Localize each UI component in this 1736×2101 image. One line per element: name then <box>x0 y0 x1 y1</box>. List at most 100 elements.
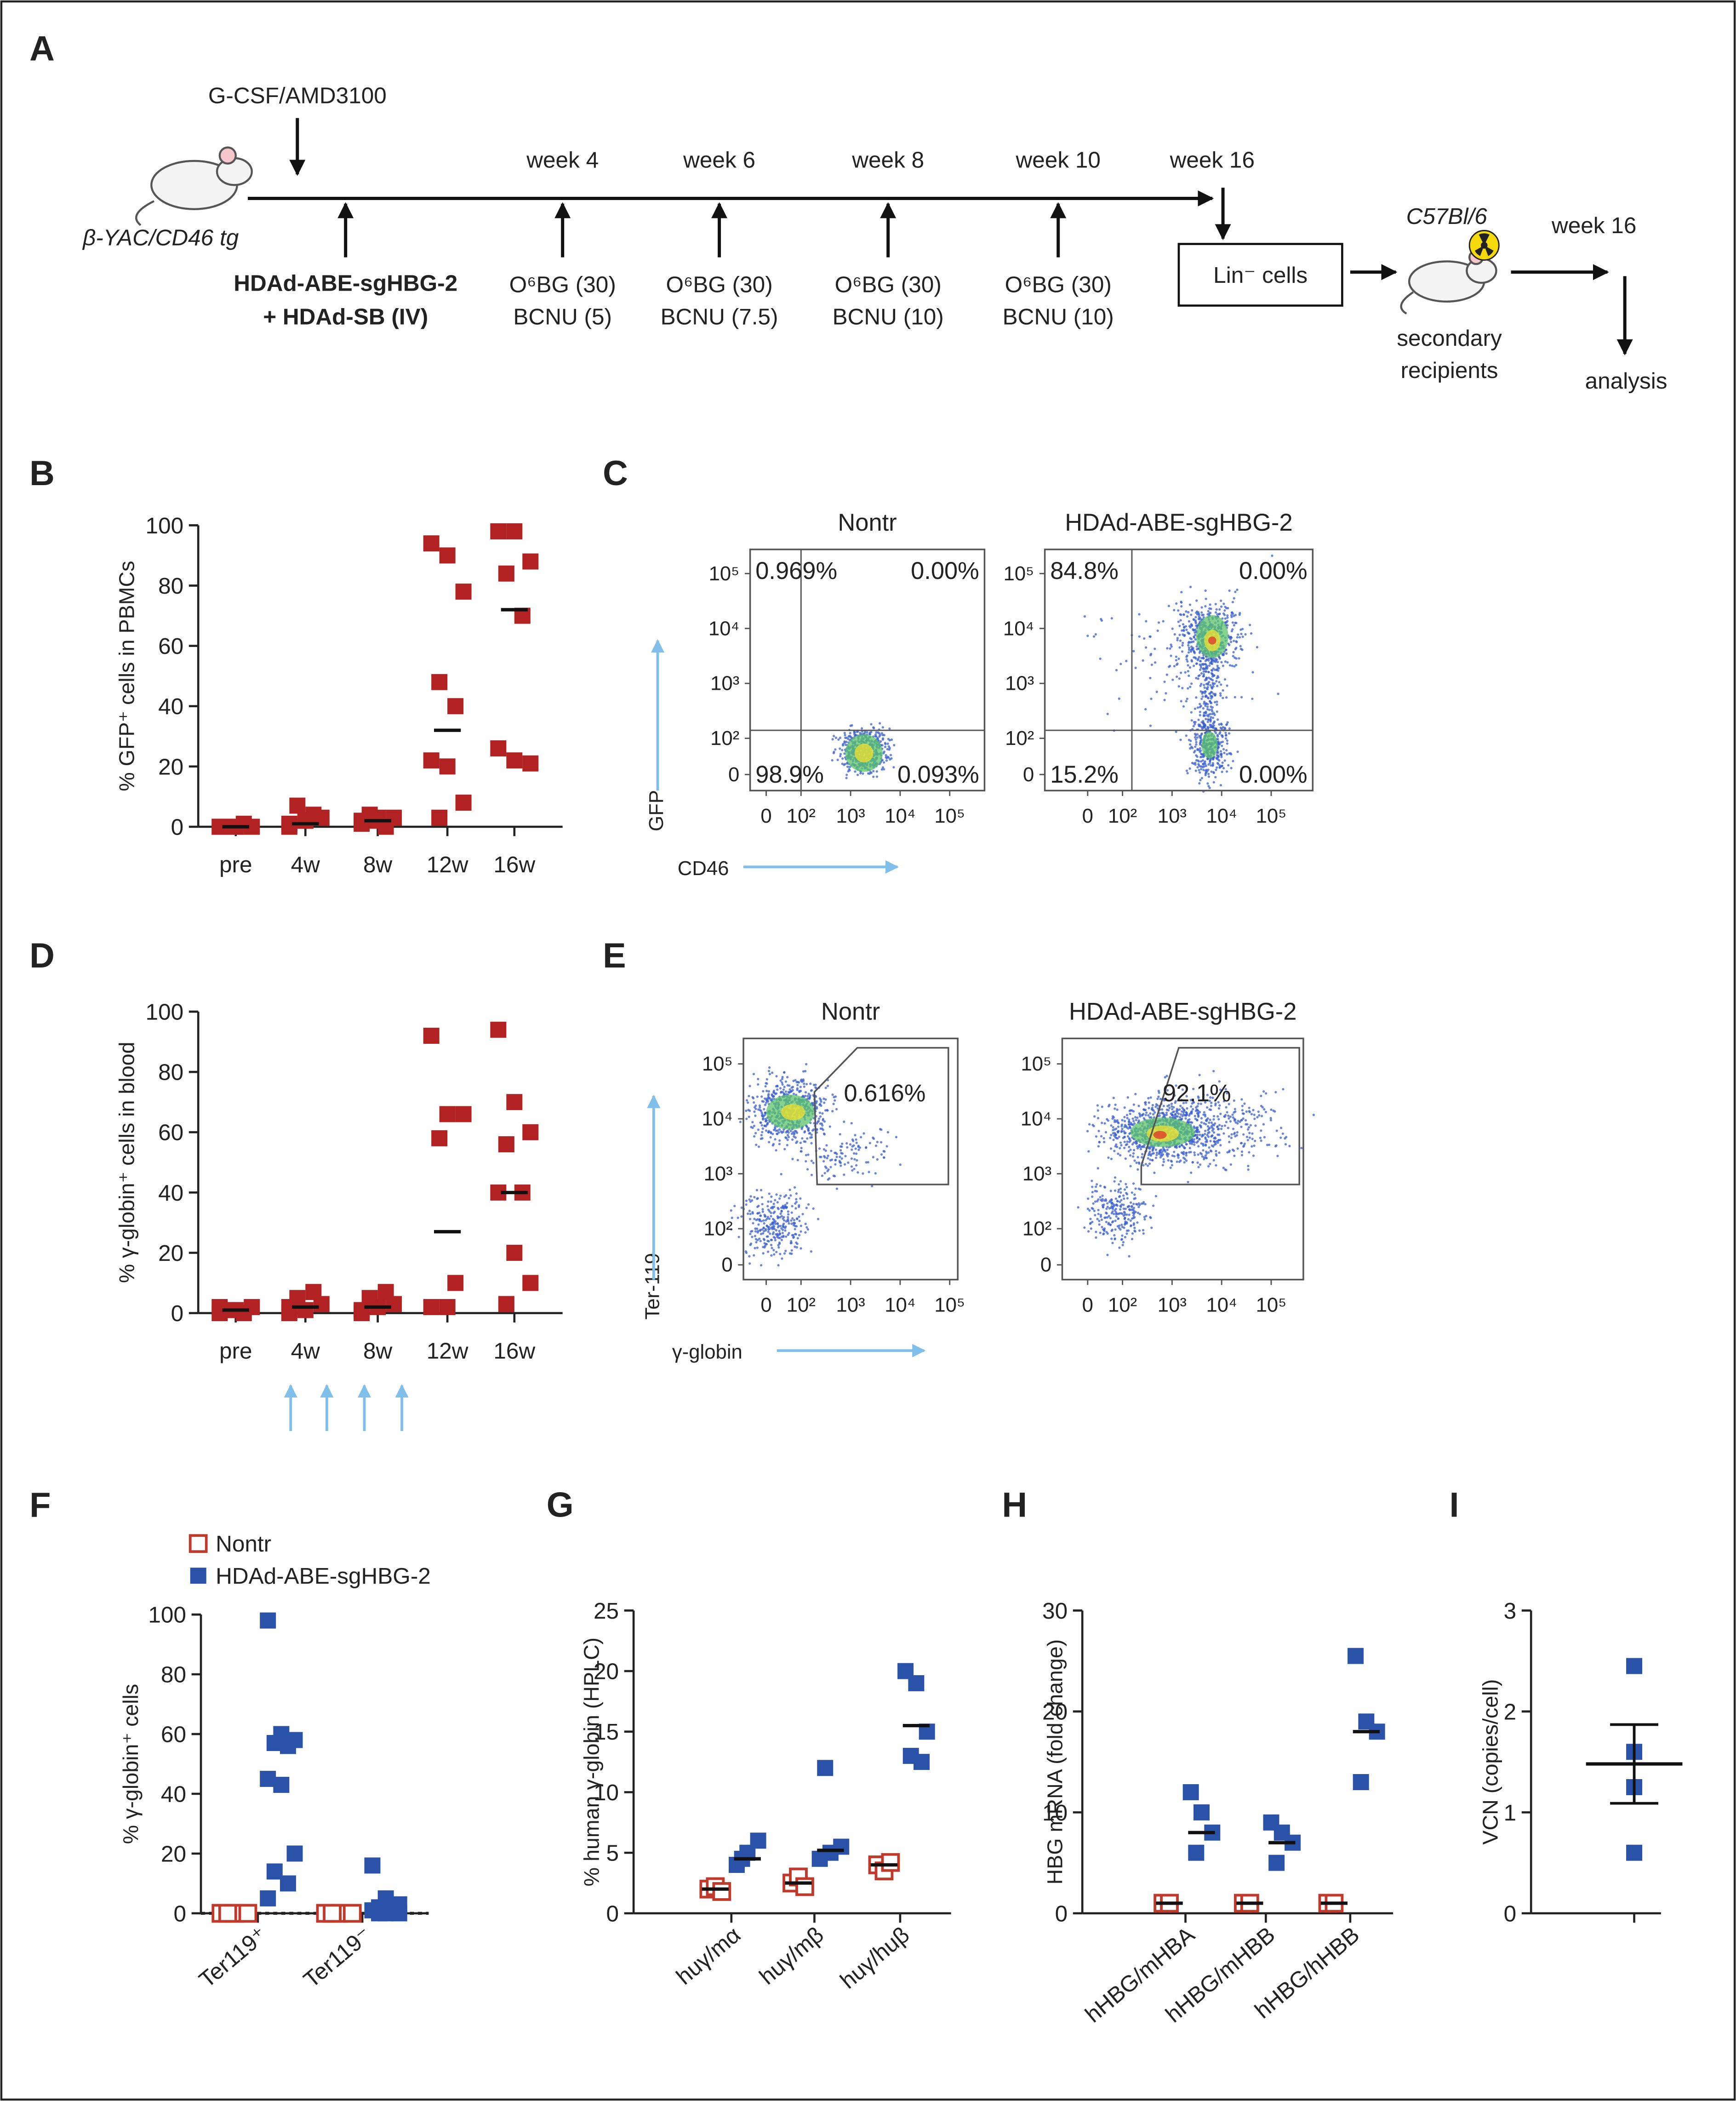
event-dot <box>870 723 872 725</box>
y-tick-label: 60 <box>161 1722 186 1747</box>
event-dot <box>1200 733 1203 735</box>
y-tick-label: 100 <box>148 1603 186 1628</box>
event-dot <box>752 1096 754 1099</box>
event-dot <box>767 1231 770 1233</box>
event-dot <box>868 733 871 735</box>
event-dot <box>1262 1123 1265 1125</box>
event-dot <box>761 1208 764 1210</box>
event-dot <box>1136 1221 1138 1224</box>
event-dot <box>760 1134 763 1136</box>
plot-title: Nontr <box>838 510 897 536</box>
event-dot <box>777 1222 779 1225</box>
event-dot <box>1207 773 1210 775</box>
event-dot <box>794 1186 796 1189</box>
event-dot <box>1096 1200 1098 1202</box>
event-dot <box>1217 762 1219 765</box>
event-dot <box>1138 1112 1141 1115</box>
event-dot <box>1185 610 1187 613</box>
event-dot <box>1239 1121 1241 1123</box>
event-dot <box>1217 1118 1220 1120</box>
event-dot <box>778 1143 781 1145</box>
y-tick-label: 10⁵ <box>1004 562 1034 585</box>
event-dot <box>779 1253 781 1255</box>
panel-letter: D <box>29 936 55 975</box>
event-dot <box>885 1145 888 1147</box>
event-dot <box>1117 1126 1119 1128</box>
point <box>456 584 472 600</box>
event-dot <box>1121 1128 1123 1130</box>
event-dot <box>1113 1150 1115 1152</box>
event-dot <box>1167 1153 1170 1155</box>
event-dot <box>1216 661 1219 663</box>
event-dot <box>1120 1144 1122 1146</box>
event-dot <box>753 1101 755 1104</box>
event-dot <box>1224 618 1227 620</box>
event-dot <box>1197 613 1199 615</box>
event-dot <box>1102 1137 1105 1139</box>
event-dot <box>1124 1141 1126 1143</box>
event-dot <box>1181 1110 1183 1112</box>
event-dot <box>1145 1111 1148 1114</box>
event-dot <box>768 1130 770 1132</box>
event-dot <box>800 1150 803 1152</box>
event-dot <box>1097 1213 1100 1215</box>
event-dot <box>1199 652 1201 654</box>
event-dot <box>1139 1144 1141 1146</box>
event-dot <box>770 1201 772 1203</box>
event-dot <box>1222 726 1224 728</box>
event-dot <box>1111 1242 1114 1244</box>
event-dot <box>1188 739 1190 741</box>
y-tick-label: 10⁵ <box>702 1053 733 1075</box>
x-tick-label: 12w <box>427 1339 468 1364</box>
event-dot <box>1206 726 1209 728</box>
event-dot <box>1190 1151 1192 1153</box>
event-dot <box>1226 620 1228 622</box>
event-dot <box>1155 1195 1157 1197</box>
y-axis-label: % γ-globin⁺ cells in blood <box>114 1042 138 1283</box>
event-dot <box>1221 723 1223 726</box>
event-dot <box>1197 659 1199 661</box>
event-dot <box>775 1229 777 1231</box>
event-dot <box>1224 1124 1226 1127</box>
event-dot <box>740 1215 742 1218</box>
event-dot <box>851 1148 853 1151</box>
event-dot <box>799 1142 802 1144</box>
event-dot <box>846 1146 848 1149</box>
event-dot <box>1143 637 1145 640</box>
event-dot <box>844 734 846 736</box>
event-dot <box>1128 1137 1131 1139</box>
vector: HDAd-ABE-sgHBG-2 <box>234 271 457 296</box>
event-dot <box>1204 724 1206 726</box>
y-tick-label: 10⁵ <box>1021 1053 1051 1075</box>
event-dot <box>1251 1113 1253 1115</box>
event-dot <box>1187 644 1189 647</box>
event-dot <box>1224 732 1227 734</box>
event-dot <box>856 1142 858 1144</box>
event-dot <box>1142 1229 1144 1231</box>
event-dot <box>1096 1218 1098 1220</box>
event-dot <box>857 1171 859 1174</box>
event-dot <box>845 744 847 746</box>
event-dot <box>1219 694 1222 697</box>
event-dot <box>1196 1162 1199 1164</box>
event-dot <box>779 1213 782 1215</box>
event-dot <box>895 1136 897 1138</box>
event-dot <box>1193 751 1195 753</box>
event-dot <box>849 1143 851 1145</box>
event-dot <box>1209 760 1211 762</box>
event-dot <box>872 776 874 778</box>
event-dot <box>778 1139 781 1142</box>
event-dot <box>1197 1140 1199 1142</box>
event-dot <box>1188 620 1190 623</box>
event-dot <box>1191 1122 1193 1124</box>
event-dot <box>753 1125 755 1127</box>
event-dot <box>1107 1206 1109 1208</box>
event-dot <box>1194 733 1196 735</box>
event-dot <box>1240 648 1242 650</box>
event-dot <box>757 1218 759 1220</box>
event-dot <box>789 1194 792 1196</box>
week: week 8 <box>851 147 924 172</box>
event-dot <box>899 1163 902 1166</box>
event-dot <box>777 1237 780 1239</box>
